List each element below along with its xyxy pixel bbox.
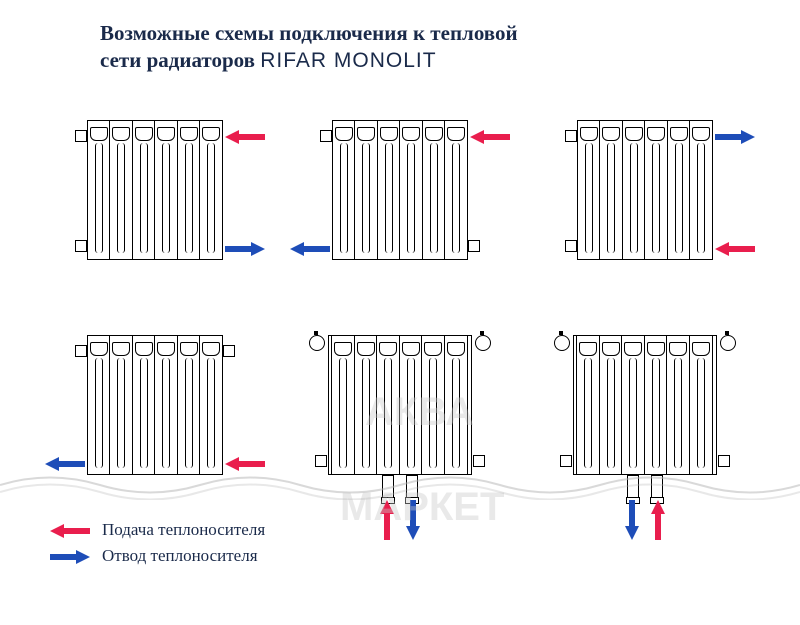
supply-arrow — [715, 242, 755, 256]
return-arrow — [625, 500, 639, 540]
radiator-section — [399, 120, 423, 260]
radiator — [87, 335, 224, 475]
radiator-section — [331, 335, 355, 475]
legend-return-label: Отвод теплоносителя — [102, 546, 258, 566]
radiator-section — [354, 335, 378, 475]
plug — [565, 240, 577, 252]
supply-arrow — [225, 457, 265, 471]
radiator-section — [132, 120, 156, 260]
scheme-3 — [540, 95, 750, 285]
radiator-section — [177, 335, 201, 475]
radiator-section — [376, 335, 400, 475]
title-line-1: Возможные схемы подключения к тепловой — [100, 21, 518, 45]
supply-arrow — [470, 130, 510, 144]
bottom-pipe-left — [382, 475, 394, 499]
radiator-section — [199, 120, 223, 260]
return-arrow — [406, 500, 420, 540]
legend-supply-label: Подача теплоносителя — [102, 520, 265, 540]
radiator — [328, 335, 472, 475]
radiator-section — [354, 120, 378, 260]
radiator-section — [444, 120, 468, 260]
return-arrow — [45, 457, 85, 471]
radiator-section — [377, 120, 401, 260]
radiator — [332, 120, 469, 260]
scheme-4 — [50, 310, 260, 500]
radiator-section — [154, 120, 178, 260]
radiator-section — [577, 120, 601, 260]
radiator-section — [199, 335, 223, 475]
plug — [75, 345, 87, 357]
radiator-section — [622, 120, 646, 260]
radiator-section — [177, 120, 201, 260]
plug — [468, 240, 480, 252]
title-line-2: сети радиаторов — [100, 48, 260, 72]
supply-arrow — [225, 130, 265, 144]
valve-right — [475, 335, 491, 351]
radiator-section — [444, 335, 468, 475]
brand-name: RIFAR MONOLIT — [260, 49, 436, 72]
scheme-2 — [295, 95, 505, 285]
radiator-section — [644, 335, 668, 475]
plug — [473, 455, 485, 467]
scheme-5 — [295, 310, 505, 500]
scheme-1 — [50, 95, 260, 285]
radiator-section — [621, 335, 645, 475]
page-title: Возможные схемы подключения к тепловой с… — [100, 20, 780, 75]
radiator-section — [666, 335, 690, 475]
radiator-section — [421, 335, 445, 475]
radiator-section — [109, 120, 133, 260]
radiator-section — [599, 335, 623, 475]
radiator-section — [87, 120, 111, 260]
plug — [223, 345, 235, 357]
return-arrow-icon — [50, 549, 90, 563]
radiator-section — [399, 335, 423, 475]
plug — [75, 130, 87, 142]
radiator-section — [576, 335, 600, 475]
bottom-pipe-right — [651, 475, 663, 499]
radiator-section — [87, 335, 111, 475]
radiator-section — [689, 335, 713, 475]
plug — [560, 455, 572, 467]
valve-left — [309, 335, 325, 351]
return-arrow — [225, 242, 265, 256]
radiator — [87, 120, 224, 260]
scheme-6 — [540, 310, 750, 500]
plug — [718, 455, 730, 467]
plug — [565, 130, 577, 142]
radiator-section — [689, 120, 713, 260]
supply-arrow-icon — [50, 523, 90, 537]
supply-arrow — [380, 500, 394, 540]
radiator-section — [132, 335, 156, 475]
radiator-section — [667, 120, 691, 260]
radiator-section — [599, 120, 623, 260]
radiator — [577, 120, 714, 260]
plug — [315, 455, 327, 467]
radiator-section — [332, 120, 356, 260]
radiator-section — [644, 120, 668, 260]
radiator — [573, 335, 717, 475]
bottom-pipe-left — [627, 475, 639, 499]
radiator-section — [154, 335, 178, 475]
radiator-section — [422, 120, 446, 260]
plug — [75, 240, 87, 252]
bottom-pipe-right — [406, 475, 418, 499]
return-arrow — [290, 242, 330, 256]
return-arrow — [715, 130, 755, 144]
radiator-section — [109, 335, 133, 475]
schemes-grid — [20, 95, 780, 500]
plug — [320, 130, 332, 142]
valve-left — [554, 335, 570, 351]
valve-right — [720, 335, 736, 351]
supply-arrow — [651, 500, 665, 540]
legend-return: Отвод теплоносителя — [50, 546, 780, 566]
